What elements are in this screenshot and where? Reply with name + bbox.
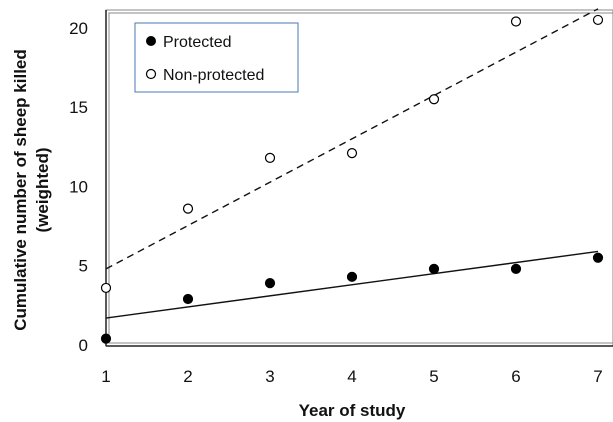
trendline-non-protected	[105, 8, 599, 270]
legend: Protected Non-protected	[134, 22, 299, 93]
x-tick-label: 1	[101, 367, 110, 386]
legend-marker-protected	[146, 36, 156, 46]
x-tick-label: 7	[593, 367, 602, 386]
point-protected	[100, 333, 112, 344]
point-non-protected	[264, 152, 276, 163]
point-protected	[182, 293, 194, 305]
y-axis-title-line2: (weighted)	[33, 148, 52, 233]
y-tick-label: 20	[69, 19, 88, 38]
point-non-protected	[100, 282, 112, 294]
x-tick-label: 6	[511, 367, 520, 386]
x-tick-label: 3	[265, 367, 274, 386]
point-protected	[346, 271, 358, 282]
point-protected	[428, 263, 440, 274]
point-protected	[264, 278, 276, 289]
axis-ticks: 1 2 3 4 5 6 7 0 5 10 15 20	[69, 19, 603, 386]
plot-frame	[105, 9, 613, 347]
legend-marker-non-protected	[145, 68, 157, 80]
point-non-protected	[346, 148, 358, 159]
y-tick-label: 0	[79, 336, 88, 355]
data-points	[100, 14, 604, 344]
y-axis-title-line1: Cumulative number of sheep killed	[11, 49, 30, 331]
point-non-protected	[428, 94, 440, 105]
x-axis-title: Year of study	[299, 401, 406, 420]
x-tick-label: 5	[429, 367, 438, 386]
y-tick-label: 10	[69, 177, 88, 196]
legend-box	[134, 22, 299, 93]
legend-label-non-protected: Non-protected	[163, 67, 264, 84]
x-tick-label: 4	[347, 367, 356, 386]
point-protected	[510, 263, 522, 274]
trendline-protected	[105, 250, 599, 319]
point-non-protected	[592, 14, 604, 26]
plot-border-inner	[108, 12, 613, 344]
point-non-protected	[182, 203, 194, 214]
y-tick-label: 15	[69, 98, 88, 117]
x-tick-label: 2	[183, 367, 192, 386]
trendlines	[105, 8, 599, 319]
point-protected	[592, 252, 604, 263]
point-non-protected	[510, 16, 522, 27]
legend-label-protected: Protected	[163, 34, 231, 51]
y-tick-label: 5	[79, 257, 88, 276]
